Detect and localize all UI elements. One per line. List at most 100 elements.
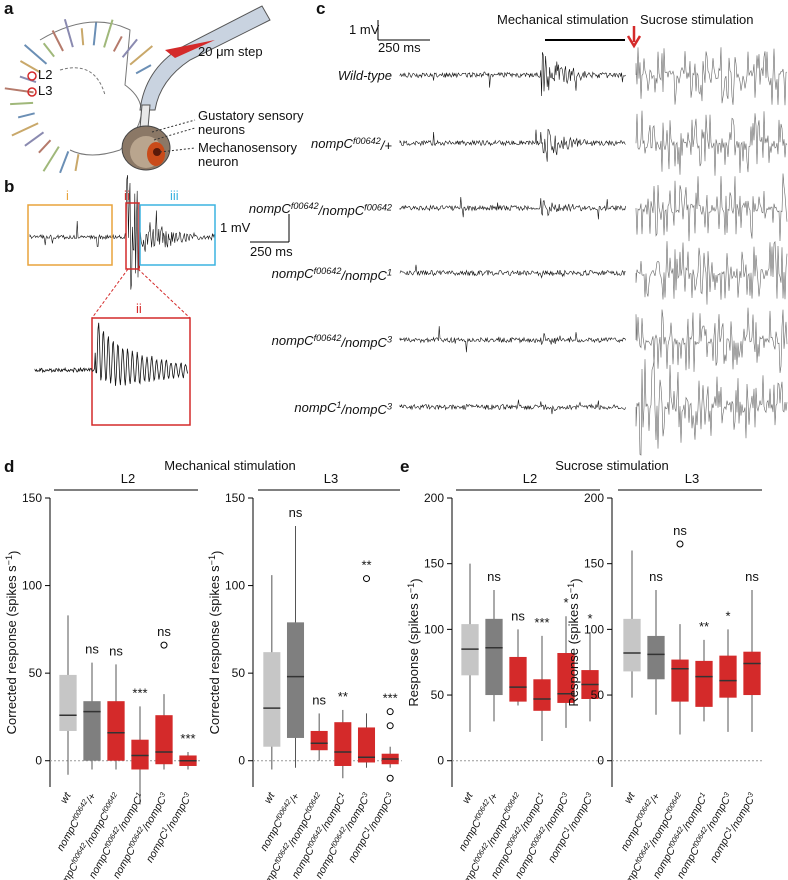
genotype-label: nompCf00642/nompC1 <box>272 266 392 283</box>
superscript: 1 <box>697 791 707 799</box>
y-tick-label: 200 <box>424 491 444 505</box>
text-segment: Corrected response (spikes s <box>207 565 222 735</box>
text-segment: /nompC <box>318 203 365 218</box>
superscript: 1 <box>133 791 143 799</box>
text-segment: nompC <box>313 845 341 880</box>
bristle <box>23 44 48 65</box>
stimulus-arrow <box>626 26 642 49</box>
group-title: L3 <box>685 471 699 486</box>
mechanical-trace <box>399 52 626 97</box>
window-box <box>27 204 113 266</box>
window-label: iii <box>170 188 179 203</box>
bristle <box>112 35 123 52</box>
text-segment: Wild-type <box>338 68 392 83</box>
stimulus-label: Sucrose stimulation <box>640 12 753 27</box>
y-tick-label: 50 <box>29 666 43 680</box>
text-segment: Corrected response (spikes s <box>4 565 19 735</box>
significance: ** <box>338 689 348 704</box>
bristle <box>80 28 85 46</box>
y-tick-label: 0 <box>437 754 444 768</box>
superscript: f00642 <box>100 791 119 815</box>
text-segment: wt <box>58 790 74 806</box>
trace-rows: Wild-typenompCf00642/+nompCf00642/nompCf… <box>249 47 788 456</box>
box <box>743 651 761 696</box>
bristle <box>19 75 37 84</box>
outlier <box>160 641 168 649</box>
y-tick-label: 50 <box>431 688 445 702</box>
text-segment: nompC <box>294 400 337 415</box>
text-segment: nompC <box>546 829 574 865</box>
box <box>647 635 665 680</box>
text-segment: ) <box>209 551 224 555</box>
trace-path <box>34 322 188 386</box>
panel-title: Sucrose stimulation <box>555 458 668 473</box>
x-tick-label: wt <box>460 790 476 806</box>
significance: ns <box>109 643 123 658</box>
panel-title: Mechanical stimulation <box>164 458 296 473</box>
sucrose-trace <box>635 173 788 242</box>
l3-marker <box>27 87 37 97</box>
text-segment: /nompC <box>340 268 387 283</box>
mechanical-trace <box>399 264 626 279</box>
step-label: 20 μm step <box>198 44 263 59</box>
sucrose-trace <box>635 240 788 305</box>
significance: ns <box>745 569 759 584</box>
text-segment: wt <box>622 790 638 806</box>
superscript: 1 <box>160 825 170 833</box>
genotype-label: nompC1/nompC3 <box>294 400 392 417</box>
superscript: −1 <box>566 583 576 593</box>
text-segment: nompC <box>513 845 541 880</box>
outlier <box>363 575 370 583</box>
text-segment: nompC <box>272 266 315 281</box>
x-tick-label: wt <box>262 790 278 806</box>
bristle <box>17 112 35 119</box>
scale-label: 1 mV <box>220 220 251 235</box>
sucrose-trace <box>635 47 788 106</box>
text-segment: nompC <box>311 136 354 151</box>
sucrose-trace <box>635 110 788 176</box>
sucrose-trace <box>635 359 788 456</box>
y-tick-label: 100 <box>225 579 245 593</box>
significance: * <box>725 608 730 623</box>
text-segment: nompC <box>272 333 315 348</box>
x-tick-label: wt <box>58 790 74 806</box>
window-label: i <box>66 188 69 203</box>
text-segment: wt <box>262 790 278 806</box>
significance: ns <box>649 569 663 584</box>
bristle <box>92 22 98 46</box>
significance: ** <box>361 558 371 573</box>
bristle <box>38 139 52 154</box>
bristle <box>19 60 41 74</box>
text-segment: /nompC <box>340 335 387 350</box>
superscript: 3 <box>383 790 393 799</box>
box <box>286 622 305 738</box>
zoom-box <box>91 317 191 426</box>
text-segment: ) <box>568 578 583 582</box>
text-segment: /nompC <box>340 402 387 417</box>
superscript: 1 <box>336 400 341 410</box>
y-axis-label: Response (spikes s−1) <box>566 578 583 706</box>
box <box>557 653 575 703</box>
panel-label: b <box>4 177 14 196</box>
y-tick-label: 50 <box>232 666 246 680</box>
text-segment: nompC <box>708 829 736 865</box>
mechanical-trace <box>399 196 626 220</box>
genotype-label: nompCf00642/nompCf00642 <box>249 201 392 218</box>
y-tick-label: 0 <box>35 754 42 768</box>
y-tick-label: 150 <box>225 491 245 505</box>
zoom-line <box>91 268 191 319</box>
text-segment: /nompC <box>728 794 757 833</box>
mechanical-trace <box>399 399 626 415</box>
text-segment: /+ <box>380 138 393 153</box>
scale-label: 1 mV <box>349 22 380 37</box>
scale-label: 250 ms <box>250 244 293 259</box>
box <box>131 739 149 770</box>
superscript: 1 <box>336 791 346 799</box>
outlier <box>386 774 394 782</box>
bristle <box>63 18 74 48</box>
significance: ** <box>699 619 709 634</box>
box <box>623 618 641 672</box>
scale-label: 250 ms <box>378 40 421 55</box>
panel-label: c <box>316 0 325 18</box>
significance: *** <box>180 731 195 746</box>
